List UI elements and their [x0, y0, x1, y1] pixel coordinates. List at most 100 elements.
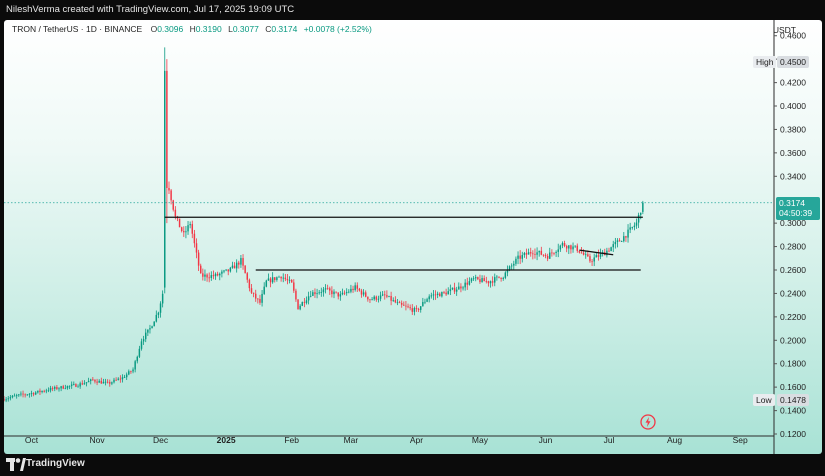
candle-body	[612, 244, 614, 248]
candle-body	[496, 276, 498, 278]
candle-body	[20, 393, 22, 395]
candle-body	[508, 266, 511, 270]
candle-body	[204, 274, 206, 277]
candle-body	[305, 300, 308, 303]
candle-body	[81, 383, 84, 385]
candle-body	[529, 252, 532, 254]
candle-body	[551, 252, 553, 254]
candle-body	[155, 314, 158, 322]
candle-body	[223, 270, 225, 272]
candle-body	[464, 282, 466, 288]
candle-body	[136, 356, 139, 362]
candle-body	[94, 379, 96, 382]
candle-body	[269, 278, 272, 283]
candle-body	[561, 243, 564, 246]
candle-body	[614, 241, 617, 245]
candle-body	[144, 332, 147, 340]
candle-body	[271, 277, 274, 283]
candle-body	[231, 265, 234, 268]
candle-body	[610, 247, 612, 252]
candle-body	[138, 348, 141, 357]
candle-body	[489, 281, 492, 284]
candle-body	[282, 277, 284, 279]
time-tick-label: 2025	[217, 435, 236, 445]
lightning-icon[interactable]	[640, 414, 656, 430]
candle-body	[151, 326, 153, 329]
candle-body	[574, 245, 576, 247]
candle-body	[460, 286, 462, 289]
candle-body	[627, 229, 629, 238]
candle-body	[212, 275, 215, 277]
tradingview-brand[interactable]: TradingView	[26, 458, 85, 469]
candle-body	[388, 295, 390, 297]
candle-body	[439, 293, 441, 297]
candle-body	[24, 394, 26, 396]
candle-body	[350, 288, 352, 292]
candle-body	[625, 236, 627, 238]
candle-body	[498, 276, 500, 278]
time-tick-label: Jun	[539, 435, 553, 445]
candle-body	[517, 255, 519, 259]
candle-body	[191, 224, 194, 234]
candle-body	[45, 390, 48, 392]
candle-body	[180, 227, 183, 232]
candle-body	[322, 289, 325, 293]
candle-body	[214, 273, 217, 277]
candle-body	[436, 293, 439, 295]
time-tick-label: May	[472, 435, 489, 445]
candle-body	[265, 280, 268, 287]
candle-body	[286, 279, 289, 281]
candle-body	[407, 306, 409, 308]
candle-body	[235, 262, 238, 269]
high-value: 0.3190	[195, 24, 222, 34]
candle-body	[538, 250, 540, 253]
candle-body	[441, 292, 443, 297]
candle-body	[51, 387, 54, 389]
candle-body	[168, 188, 170, 191]
candle-body	[68, 385, 71, 387]
candle-body	[274, 277, 276, 280]
candle-body	[303, 302, 306, 303]
candle-body	[572, 246, 574, 250]
candle-body	[557, 249, 559, 252]
candle-body	[500, 277, 502, 279]
candle-body	[506, 269, 509, 273]
candle-body	[568, 245, 570, 249]
candle-body	[216, 273, 219, 276]
candle-body	[593, 257, 595, 262]
candle-body	[153, 321, 155, 327]
time-tick-label: Sep	[733, 435, 748, 445]
candle-body	[293, 282, 295, 291]
candle-body	[485, 281, 488, 282]
candle-body	[546, 256, 549, 259]
candle-body	[187, 225, 189, 232]
candle-body	[238, 262, 240, 265]
candle-body	[451, 287, 454, 290]
candle-body	[424, 301, 426, 303]
candle-body	[595, 255, 598, 258]
candle-body	[504, 272, 507, 278]
low-marker-label: Low	[753, 394, 775, 406]
low-key: L	[228, 24, 233, 34]
price-tick-label: 0.3000	[780, 218, 806, 228]
candle-body	[15, 395, 18, 397]
candle-body	[299, 305, 301, 310]
candle-body	[398, 302, 401, 304]
candle-body	[9, 397, 12, 399]
candle-body	[623, 236, 625, 242]
chart-canvas[interactable]: 0.46000.44000.42000.40000.38000.36000.34…	[4, 20, 822, 454]
price-chart[interactable]: 0.46000.44000.42000.40000.38000.36000.34…	[4, 20, 822, 454]
candle-body	[7, 398, 9, 400]
tradingview-logo-icon[interactable]	[6, 458, 26, 471]
candle-body	[371, 299, 373, 301]
candle-body	[377, 298, 380, 300]
candle-body	[56, 387, 58, 389]
branding-bar: TradingView	[0, 454, 825, 476]
candle-body	[415, 308, 418, 309]
candle-body	[309, 295, 312, 297]
candle-body	[64, 388, 67, 390]
candle-body	[102, 381, 105, 384]
candle-body	[301, 302, 304, 306]
candle-body	[96, 381, 98, 383]
candle-body	[487, 281, 490, 284]
